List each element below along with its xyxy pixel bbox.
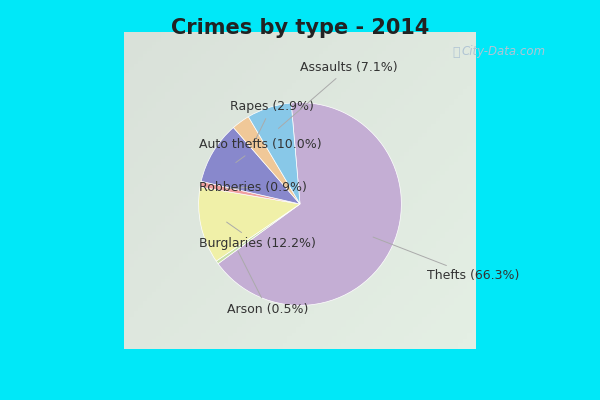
Text: Crimes by type - 2014: Crimes by type - 2014 [171,18,429,38]
Text: Auto thefts (10.0%): Auto thefts (10.0%) [199,138,321,162]
Text: Robberies (0.9%): Robberies (0.9%) [199,181,307,194]
Text: ⓘ: ⓘ [452,46,460,58]
Text: Arson (0.5%): Arson (0.5%) [227,251,308,316]
Text: Thefts (66.3%): Thefts (66.3%) [373,237,519,282]
Text: City-Data.com: City-Data.com [462,46,546,58]
Text: Rapes (2.9%): Rapes (2.9%) [230,100,313,139]
Wedge shape [199,187,300,261]
Wedge shape [233,117,300,204]
Wedge shape [218,103,401,305]
Wedge shape [200,181,300,204]
Wedge shape [248,103,300,204]
Wedge shape [201,128,300,204]
Wedge shape [216,204,300,264]
Text: Burglaries (12.2%): Burglaries (12.2%) [199,222,316,250]
Text: Assaults (7.1%): Assaults (7.1%) [278,61,398,128]
